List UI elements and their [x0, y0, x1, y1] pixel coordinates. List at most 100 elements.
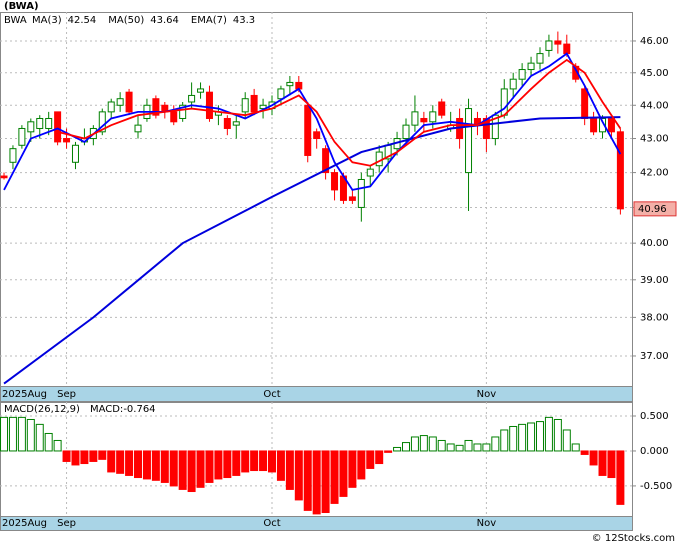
macd-title: MACD(26,12,9) — [4, 404, 80, 415]
macd-bar — [401, 442, 410, 452]
macd-bar — [357, 450, 366, 480]
price-panel — [0, 12, 633, 387]
candle-body — [134, 124, 142, 133]
macd-bar — [571, 443, 580, 452]
x-tick-label: Nov — [477, 518, 497, 529]
candle-body — [223, 117, 231, 129]
macd-label: MACD: — [90, 404, 123, 415]
macd-bar — [80, 450, 89, 465]
macd-bar — [500, 429, 509, 452]
macd-bar — [553, 418, 562, 452]
candle-body — [232, 121, 240, 126]
candle-body — [375, 151, 383, 167]
macd-bar — [294, 450, 303, 501]
candle-body — [205, 91, 213, 119]
candle-body — [599, 117, 607, 133]
date-strip — [0, 516, 633, 531]
macd-bar — [535, 421, 544, 452]
candle-body — [152, 98, 160, 116]
y-tick-label: 38.00 — [640, 312, 669, 323]
candle-body — [536, 53, 544, 64]
candle-body — [465, 108, 473, 174]
indicator-line — [3, 116, 621, 385]
macd-bar — [393, 446, 402, 452]
macd-bar — [339, 450, 348, 497]
macd-bar — [160, 450, 169, 483]
candle-body — [331, 172, 339, 191]
candle-body — [491, 114, 499, 140]
candle-body — [500, 88, 508, 116]
macd-bar — [518, 423, 527, 452]
candle-body — [581, 88, 589, 119]
footer: © 12Stocks.com — [592, 533, 675, 544]
x-tick-label: Oct — [263, 389, 280, 400]
candle-body — [125, 91, 133, 113]
macd-bar — [62, 450, 71, 462]
macd-bar — [312, 450, 321, 515]
macd-bar — [410, 436, 419, 452]
macd-bar — [428, 436, 437, 452]
candle-body — [179, 104, 187, 119]
date-strip — [0, 386, 633, 402]
macd-bar — [482, 443, 491, 452]
macd-bar — [303, 450, 312, 511]
macd-bar — [44, 432, 53, 452]
candle-body — [554, 40, 562, 45]
legend-name: EMA(7) — [191, 15, 227, 26]
candle-body — [241, 98, 249, 113]
macd-bar — [321, 450, 330, 514]
candle-body — [357, 178, 365, 208]
macd-bar — [527, 422, 536, 452]
macd-bar — [214, 450, 223, 480]
candle-body — [563, 43, 571, 55]
legend-name: MA(50) — [108, 15, 144, 26]
chart-title: (BWA) — [4, 1, 39, 12]
macd-bar — [419, 435, 428, 452]
last-price: 40.96 — [638, 204, 667, 215]
legend-name: MA(3) — [32, 15, 62, 26]
macd-bar — [455, 444, 464, 452]
macd-bar — [285, 450, 294, 490]
candle-body — [63, 138, 71, 143]
macd-bar — [250, 450, 259, 472]
candle-body — [286, 81, 294, 87]
macd-bar — [330, 450, 339, 504]
macd-bar — [464, 439, 473, 452]
macd-bar — [71, 450, 80, 466]
indicator-line — [57, 58, 622, 167]
macd-bar — [375, 450, 384, 465]
candle-body — [411, 111, 419, 126]
candle-body — [348, 196, 356, 201]
candle-body — [9, 148, 17, 163]
candle-body — [27, 121, 35, 133]
candle-body — [250, 94, 258, 113]
macd-bar — [589, 450, 598, 466]
candle-body — [71, 144, 79, 163]
last-price-box — [633, 201, 677, 217]
candle-body — [36, 117, 44, 129]
y-tick-label: 0.000 — [640, 446, 669, 457]
candle-body — [197, 88, 205, 93]
macd-bar — [107, 450, 116, 473]
macd-bar — [473, 443, 482, 452]
candle-body — [607, 117, 615, 133]
macd-bar — [116, 450, 125, 474]
candle-body — [18, 127, 26, 146]
macd-bar — [348, 450, 357, 488]
macd-bar — [544, 416, 553, 452]
candle-body — [438, 101, 446, 116]
x-tick-label: Sep — [57, 389, 76, 400]
macd-bar — [616, 450, 625, 505]
macd-bar — [196, 450, 205, 488]
x-tick-label: 2025Aug — [2, 389, 47, 400]
macd-bar — [35, 423, 44, 452]
candle-body — [482, 117, 490, 140]
y-tick-label: 42.00 — [640, 168, 669, 179]
legend-value: 43.64 — [150, 15, 179, 26]
macd-bar — [98, 450, 107, 460]
candle-body — [107, 101, 115, 113]
indicator-line — [3, 52, 622, 191]
macd-bar — [268, 450, 277, 473]
macd-bar — [134, 450, 143, 479]
